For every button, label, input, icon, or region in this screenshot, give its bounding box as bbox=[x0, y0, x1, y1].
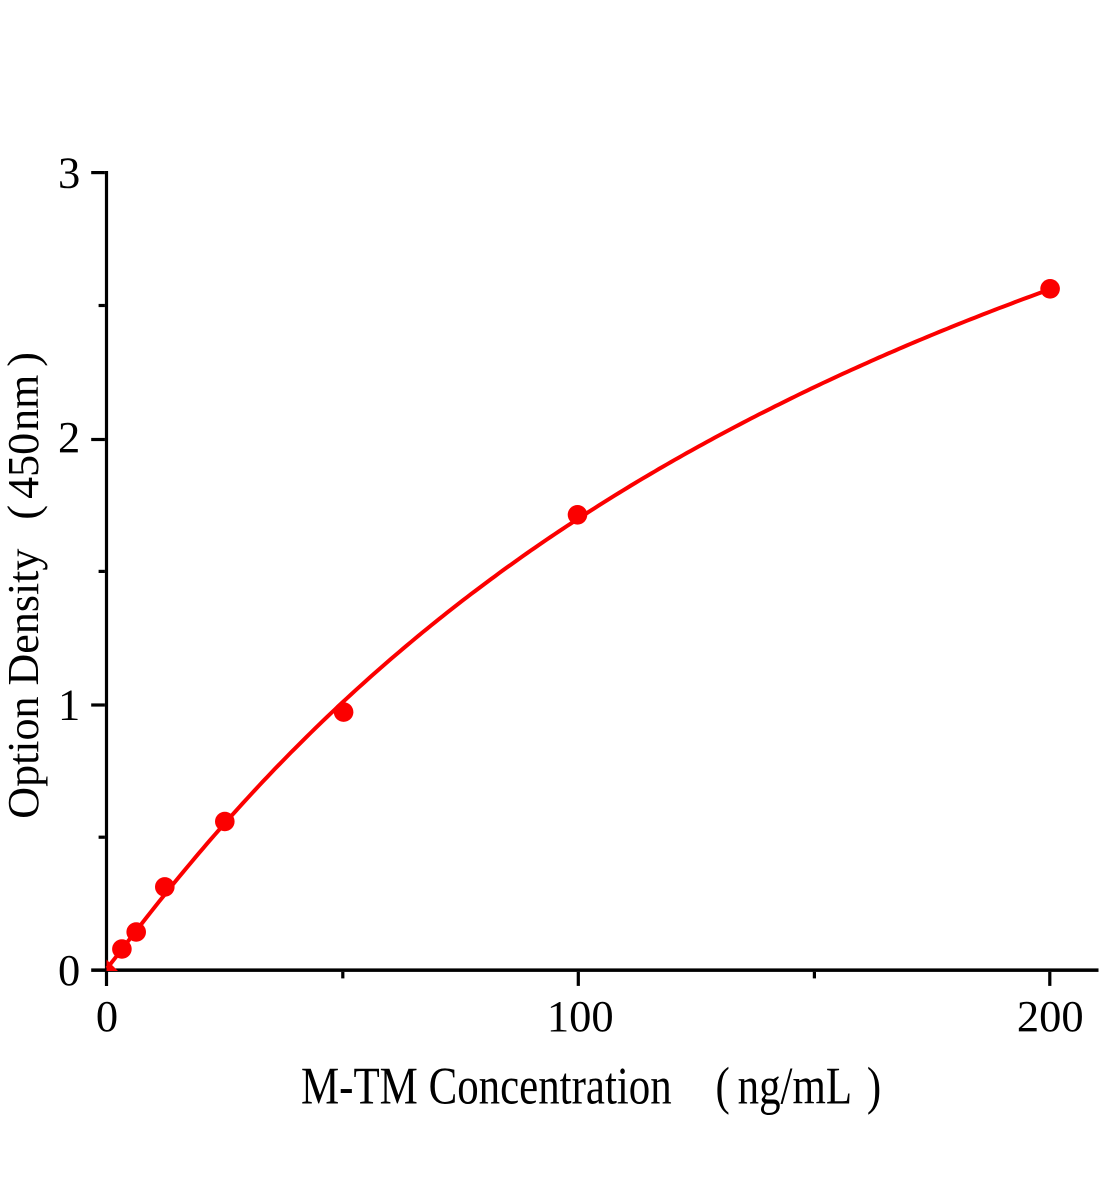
svg-text:200: 200 bbox=[1017, 991, 1084, 1041]
svg-text:0: 0 bbox=[58, 945, 80, 995]
svg-text:M-TM Concentration(ng/mL): M-TM Concentration(ng/mL) bbox=[301, 1057, 881, 1115]
svg-text:3: 3 bbox=[58, 147, 80, 197]
svg-text:1: 1 bbox=[58, 680, 80, 730]
svg-text:0: 0 bbox=[96, 991, 118, 1041]
svg-text:2: 2 bbox=[58, 412, 80, 462]
svg-text:Option Density(450nm): Option Density(450nm) bbox=[0, 352, 48, 819]
svg-text:100: 100 bbox=[547, 991, 614, 1041]
